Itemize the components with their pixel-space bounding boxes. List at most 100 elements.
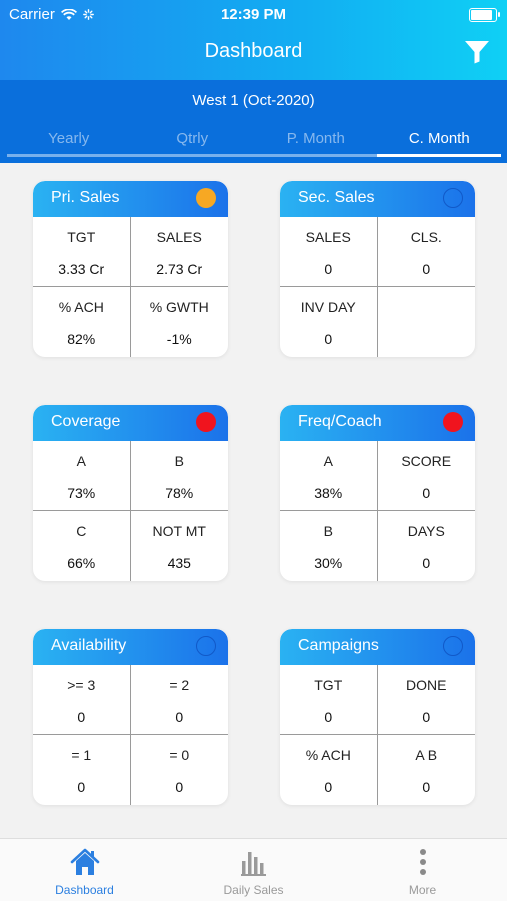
card-sec-sales[interactable]: Sec. Sales SALES 0 CLS. 0 INV DAY 0 [280, 181, 475, 357]
metric-value: 78% [165, 485, 194, 501]
card-metrics-grid: A 38% SCORE 0 B 30% DAYS 0 [280, 441, 475, 581]
metric-label: % GWTH [149, 299, 209, 315]
metric-cell: >= 3 0 [33, 665, 131, 735]
metric-label: SCORE [401, 453, 452, 469]
metric-value: 0 [324, 331, 333, 347]
metric-value: 0 [422, 779, 431, 795]
more-vertical-icon [419, 849, 426, 875]
metric-label: TGT [67, 229, 96, 245]
card-pri-sales[interactable]: Pri. Sales TGT 3.33 Cr SALES 2.73 Cr % ACH… [33, 181, 228, 357]
metric-label: % ACH [58, 299, 104, 315]
metric-cell: NOT MT 435 [131, 511, 229, 581]
card-metrics-grid: SALES 0 CLS. 0 INV DAY 0 [280, 217, 475, 357]
metric-cell: TGT 0 [280, 665, 378, 735]
metric-cell: A 73% [33, 441, 131, 511]
metric-value: 3.33 Cr [58, 261, 105, 277]
metric-value: 0 [324, 261, 333, 277]
metric-cell: % GWTH -1% [131, 287, 229, 357]
card-title: Campaigns [298, 637, 379, 654]
metric-cell: B 78% [130, 441, 228, 511]
metric-value: 2.73 Cr [156, 261, 203, 277]
period-tabs: Yearly Qtrly P. Month C. Month [7, 126, 501, 158]
tab-c-month[interactable]: C. Month [408, 130, 470, 147]
tab-qtrly[interactable]: Qtrly [176, 130, 209, 147]
metric-cell: A 38% [280, 441, 378, 511]
metric-label: TGT [314, 677, 343, 693]
region-period-label: West 1 (Oct-2020) [192, 92, 315, 109]
card-metrics-grid: A 73% B 78% C 66% NOT MT 435 [33, 441, 228, 581]
metric-cell: B 30% [280, 511, 378, 581]
status-indicator-dot [196, 188, 216, 208]
period-bar [0, 80, 507, 163]
active-tab-indicator [377, 154, 501, 157]
nav-label: More [408, 883, 437, 897]
metric-value: 0 [77, 709, 86, 725]
metric-cell: = 0 0 [131, 735, 229, 805]
card-header: Sec. Sales [280, 181, 475, 217]
status-indicator-dot [443, 188, 463, 208]
metric-value: 0 [324, 779, 333, 795]
metric-cell: DONE 0 [377, 665, 475, 735]
metric-label: = 1 [71, 747, 92, 763]
metric-cell: = 1 0 [33, 735, 131, 805]
status-bar: Carrier 12:39 PM [0, 0, 507, 28]
metric-value: 0 [422, 709, 431, 725]
metric-cell: = 2 0 [130, 665, 228, 735]
metric-value: 0 [422, 555, 431, 571]
tab-yearly[interactable]: Yearly [48, 130, 90, 147]
metric-value: 0 [175, 779, 184, 795]
card-title: Coverage [51, 413, 121, 430]
metric-value: 0 [422, 261, 431, 277]
metric-label: SALES [305, 229, 351, 245]
metric-cell: TGT 3.33 Cr [33, 217, 131, 287]
metric-label: % ACH [305, 747, 351, 763]
metric-label: B [323, 523, 333, 539]
metric-label: B [174, 453, 184, 469]
metric-label: INV DAY [300, 299, 356, 315]
metric-label: A [323, 453, 333, 469]
metric-value: 30% [314, 555, 343, 571]
card-header: Pri. Sales [33, 181, 228, 217]
nav-dashboard[interactable]: Dashboard [0, 839, 169, 901]
metric-cell: % ACH 0 [280, 735, 378, 805]
status-indicator-dot [443, 636, 463, 656]
metric-label: = 0 [169, 747, 190, 763]
metric-label: A [76, 453, 86, 469]
metric-label: NOT MT [152, 523, 206, 539]
tab-p-month[interactable]: P. Month [286, 130, 345, 147]
metric-cell: CLS. 0 [377, 217, 475, 287]
card-availability[interactable]: Availability >= 3 0 = 2 0 = 1 0 = 0 0 [33, 629, 228, 805]
card-title: Freq/Coach [298, 413, 382, 430]
nav-daily-sales[interactable]: Daily Sales [169, 839, 338, 901]
metric-value: -1% [166, 331, 192, 347]
metric-cell: A B 0 [378, 735, 476, 805]
metric-value: 0 [77, 779, 86, 795]
status-indicator-dot [196, 636, 216, 656]
home-icon [70, 848, 99, 875]
card-header: Coverage [33, 405, 228, 441]
battery-icon [469, 8, 500, 22]
bar-chart-icon [240, 852, 266, 876]
metric-label: >= 3 [67, 677, 96, 693]
filter-icon[interactable] [464, 40, 490, 64]
card-header: Availability [33, 629, 228, 665]
metric-cell: DAYS 0 [378, 511, 476, 581]
metric-value: 73% [67, 485, 96, 501]
card-freq-coach[interactable]: Freq/Coach A 38% SCORE 0 B 30% DAYS 0 [280, 405, 475, 581]
metric-value: 66% [67, 555, 96, 571]
card-header: Freq/Coach [280, 405, 475, 441]
wifi-icon [60, 8, 77, 20]
card-metrics-grid: >= 3 0 = 2 0 = 1 0 = 0 0 [33, 665, 228, 805]
metric-cell: SALES 2.73 Cr [130, 217, 228, 287]
metric-value: 38% [314, 485, 343, 501]
card-campaigns[interactable]: Campaigns TGT 0 DONE 0 % ACH 0 A B 0 [280, 629, 475, 805]
nav-more[interactable]: More [338, 839, 507, 901]
nav-label: Dashboard [55, 883, 114, 897]
metric-cell: SCORE 0 [377, 441, 475, 511]
metric-cell [378, 287, 476, 357]
card-coverage[interactable]: Coverage A 73% B 78% C 66% NOT MT 435 [33, 405, 228, 581]
metric-value: 0 [175, 709, 184, 725]
metric-cell: SALES 0 [280, 217, 378, 287]
metric-label: C [76, 523, 87, 539]
card-title: Sec. Sales [298, 189, 375, 206]
